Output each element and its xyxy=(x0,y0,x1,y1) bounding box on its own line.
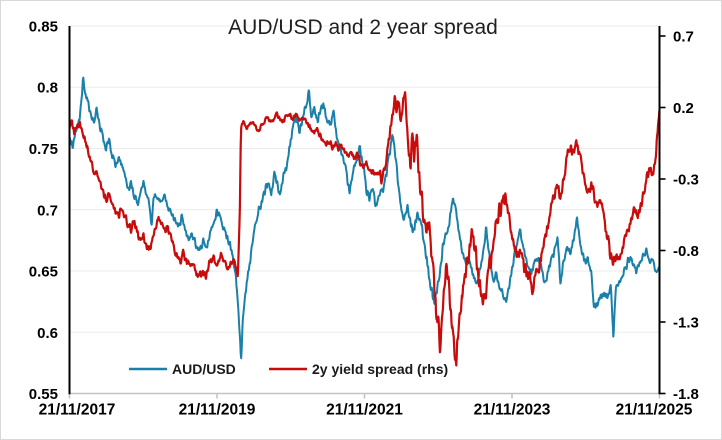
y-left-tick-label: 0.8 xyxy=(37,80,58,97)
y-right-tick-label: -0.8 xyxy=(673,243,699,260)
series-line-audusd xyxy=(69,76,660,360)
y-left-tick-label: 0.75 xyxy=(29,141,58,158)
y-left-tick-label: 0.65 xyxy=(29,264,58,281)
y-right-tick-label: -0.3 xyxy=(673,172,699,189)
y-left-tick-label: 0.85 xyxy=(29,19,58,36)
legend: AUD/USD 2y yield spread (rhs) xyxy=(129,361,448,377)
y-right-tick-label: -1.8 xyxy=(673,386,699,403)
chart-title: AUD/USD and 2 year spread xyxy=(228,16,498,39)
x-tick-label: 21/11/2019 xyxy=(179,402,256,419)
y-left-tick-label: 0.55 xyxy=(29,386,58,403)
x-tick-label: 21/11/2017 xyxy=(39,402,116,419)
series-line-spread xyxy=(69,91,660,367)
axes: 21/11/2017 21/11/2019 21/11/2021 21/11/2023… xyxy=(29,19,699,419)
x-tick-label: 21/11/2025 xyxy=(616,402,693,419)
legend-label-audusd: AUD/USD xyxy=(172,361,236,377)
chart-series xyxy=(69,76,660,367)
y-right-tick-label: -1.3 xyxy=(673,315,699,332)
y-right-tick-label: 0.7 xyxy=(673,29,694,46)
x-tick-label: 21/11/2023 xyxy=(474,402,551,419)
y-left-tick-label: 0.6 xyxy=(37,325,58,342)
y-right-tick-label: 0.2 xyxy=(673,100,694,117)
x-tick-label: 21/11/2021 xyxy=(326,402,403,419)
y-left-tick-label: 0.7 xyxy=(37,202,58,219)
legend-label-spread: 2y yield spread (rhs) xyxy=(312,361,448,377)
